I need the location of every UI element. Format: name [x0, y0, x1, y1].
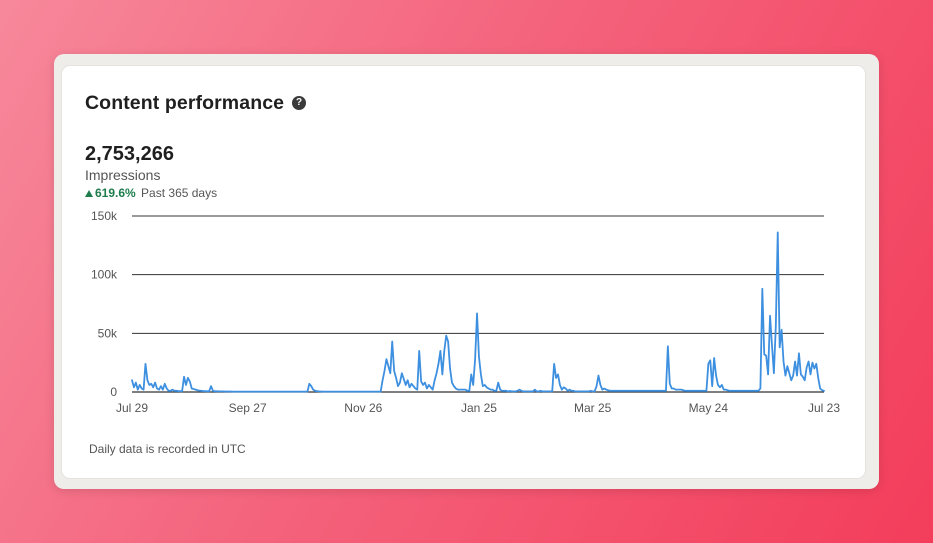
x-tick-label: Jul 29: [116, 401, 148, 415]
question-circle-icon[interactable]: ?: [292, 96, 306, 110]
x-tick-label: Nov 26: [344, 401, 382, 415]
metric-label: Impressions: [85, 167, 161, 183]
footnote: Daily data is recorded in UTC: [89, 442, 246, 456]
x-tick-label: Jul 23: [808, 401, 840, 415]
card-frame: Content performance ? 2,753,266 Impressi…: [54, 54, 879, 489]
impressions-total: 2,753,266: [85, 143, 174, 165]
impressions-series-line[interactable]: [131, 231, 825, 393]
change-value: 619.6%: [95, 186, 136, 200]
card-title: Content performance: [85, 92, 285, 114]
x-tick-label: May 24: [689, 401, 729, 415]
x-tick-label: Sep 27: [229, 401, 267, 415]
y-tick-label: 100k: [91, 268, 118, 282]
y-tick-label: 0: [110, 385, 117, 399]
impressions-line-chart[interactable]: 0 50k 100k 150k Jul 29 Sep 27 Nov 26 Jan 25 Mar …: [62, 66, 865, 426]
y-tick-label: 50k: [98, 326, 118, 340]
arrow-up-icon: [85, 190, 93, 197]
x-tick-label: Mar 25: [574, 401, 612, 415]
change-indicator: 619.6% Past 365 days: [85, 186, 217, 200]
x-tick-label: Jan 25: [461, 401, 497, 415]
content-performance-card: Content performance ? 2,753,266 Impressi…: [61, 65, 866, 479]
y-tick-label: 150k: [91, 209, 118, 223]
change-period: Past 365 days: [141, 186, 218, 200]
